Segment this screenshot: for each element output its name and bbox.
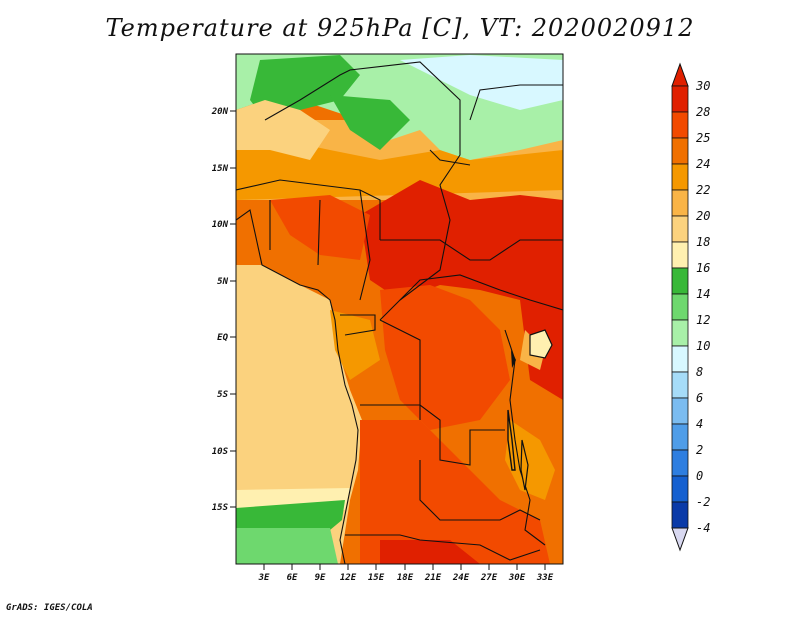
lat-label-20n: 20N — [211, 107, 229, 117]
colorbar-swatch — [671, 267, 689, 295]
lat-label-10n: 10N — [212, 220, 229, 230]
colorbar-swatch — [671, 215, 689, 243]
lon-label-6e: 6E — [287, 573, 298, 583]
colorbar-label: 14 — [696, 287, 710, 301]
colorbar-label: 2 — [696, 443, 703, 457]
colorbar-swatch — [671, 449, 689, 477]
map-frame — [235, 53, 564, 565]
colorbar-swatch — [671, 371, 689, 399]
boundaries — [236, 61, 563, 564]
colorbar-swatch — [671, 85, 689, 113]
colorbar-swatch — [671, 293, 689, 321]
colorbar-swatch — [671, 241, 689, 269]
lakes — [507, 329, 553, 491]
colorbar-swatch — [671, 501, 689, 529]
colorbar-swatch — [671, 475, 689, 503]
colorbar-label: 24 — [696, 157, 710, 171]
latitude-axis: 20N 15N 10N 5N EQ 5S 10S 15S — [211, 107, 236, 513]
colorbar-swatch — [671, 111, 689, 139]
lon-label-3e: 3E — [258, 573, 270, 583]
credit-text: GrADS: IGES/COLA — [6, 603, 93, 613]
colorbar-label: 16 — [696, 261, 710, 275]
colorbar-top-arrow — [671, 62, 689, 87]
lat-label-15s: 15S — [212, 503, 229, 513]
lon-label-18e: 18E — [397, 573, 414, 583]
longitude-axis: 3E 6E 9E 12E 15E 18E 21E 24E 27E 30E 33E — [258, 564, 554, 583]
colorbar-swatch — [671, 345, 689, 373]
colorbar-swatch — [671, 397, 689, 425]
colorbar-swatch — [671, 319, 689, 347]
colorbar-swatch — [671, 137, 689, 165]
lon-label-27e: 27E — [480, 573, 498, 583]
lon-label-21e: 21E — [424, 573, 442, 583]
colorbar-label: 30 — [695, 79, 710, 93]
colorbar-label: -4 — [696, 521, 710, 535]
colorbar-label: 25 — [696, 131, 710, 145]
colorbar-label: 18 — [696, 235, 710, 249]
colorbar-label: 8 — [696, 365, 703, 379]
colorbar-swatch — [671, 423, 689, 451]
temperature-field — [236, 54, 563, 564]
lat-label-15n: 15N — [212, 164, 229, 174]
colorbar-label: 4 — [696, 417, 703, 431]
colorbar-label: -2 — [696, 495, 710, 509]
lat-label-5s: 5S — [217, 390, 228, 400]
colorbar-label: 6 — [696, 391, 703, 405]
lon-label-15e: 15E — [368, 573, 385, 583]
lon-label-33e: 33E — [536, 573, 554, 583]
lat-label-10s: 10S — [212, 447, 229, 457]
colorbar-label: 28 — [696, 105, 710, 119]
lon-label-30e: 30E — [508, 573, 526, 583]
chart-title: Temperature at 925hPa [C], VT: 202002091… — [105, 14, 695, 42]
colorbar-swatch — [671, 163, 689, 191]
colorbar-label: 22 — [696, 183, 710, 197]
colorbar-label: 12 — [696, 313, 710, 327]
colorbar-label: 10 — [696, 339, 710, 353]
colorbar-label: 20 — [696, 209, 710, 223]
lon-label-24e: 24E — [452, 573, 470, 583]
lat-label-5n: 5N — [217, 277, 228, 287]
lat-label-eq: EQ — [217, 333, 228, 343]
lon-label-12e: 12E — [340, 573, 357, 583]
colorbar-bottom-arrow — [671, 527, 689, 552]
colorbar-label: 0 — [696, 469, 703, 483]
colorbar-swatch — [671, 189, 689, 217]
lon-label-9e: 9E — [315, 573, 326, 583]
